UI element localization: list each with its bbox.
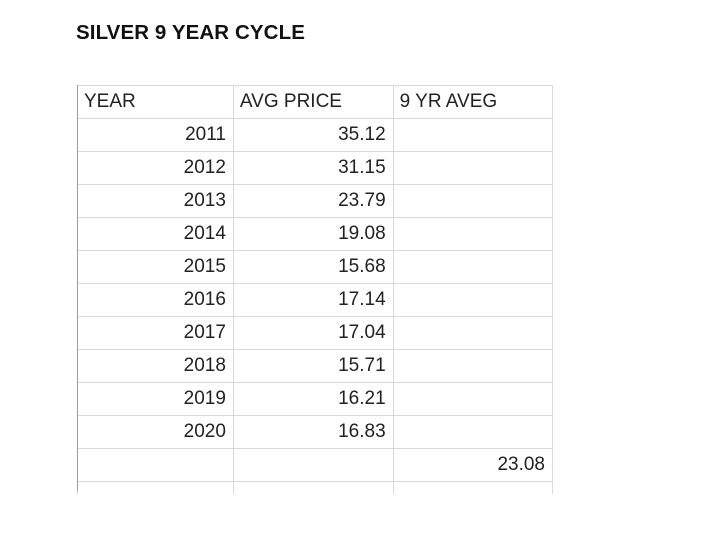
header-avg-price[interactable]: AVG PRICE [232,85,394,119]
header-year[interactable]: YEAR [77,85,234,119]
cell-9yr-avg[interactable] [392,118,554,152]
cell-avg-price[interactable]: 16.83 [232,415,394,449]
table-row: 2019 16.21 [77,382,554,416]
cell-9yr-avg[interactable] [392,151,554,185]
table-row: 2011 35.12 [77,118,554,152]
cell-empty[interactable] [232,481,394,494]
cell-year[interactable]: 2012 [77,151,234,185]
cell-year[interactable]: 2011 [77,118,234,152]
cell-avg-price[interactable]: 17.14 [232,283,394,317]
cell-year[interactable]: 2013 [77,184,234,218]
page-title: SILVER 9 YEAR CYCLE [76,21,305,44]
cell-year[interactable] [77,448,234,482]
spreadsheet-table: YEAR AVG PRICE 9 YR AVEG 2011 35.12 2012… [77,85,554,494]
cell-9yr-avg[interactable] [392,283,554,317]
cell-year[interactable]: 2018 [77,349,234,383]
cell-avg-price[interactable]: 19.08 [232,217,394,251]
cell-empty[interactable] [392,481,554,494]
cell-avg-price[interactable]: 15.68 [232,250,394,284]
cell-avg-price[interactable]: 15.71 [232,349,394,383]
table-row: 2020 16.83 [77,415,554,449]
cell-year[interactable]: 2015 [77,250,234,284]
cell-avg-price[interactable]: 35.12 [232,118,394,152]
cell-year[interactable]: 2020 [77,415,234,449]
table-row: 2017 17.04 [77,316,554,350]
cell-year[interactable]: 2016 [77,283,234,317]
cell-9yr-avg[interactable] [392,316,554,350]
cell-avg-price[interactable] [232,448,394,482]
table-row: 2012 31.15 [77,151,554,185]
data-grid: YEAR AVG PRICE 9 YR AVEG 2011 35.12 2012… [77,85,554,494]
table-row-empty [77,481,554,494]
table-left-border [77,85,78,491]
header-9yr-avg[interactable]: 9 YR AVEG [392,85,554,119]
cell-9yr-avg[interactable] [392,382,554,416]
cell-year[interactable]: 2014 [77,217,234,251]
cell-9yr-avg[interactable] [392,184,554,218]
cell-9yr-avg[interactable] [392,415,554,449]
cell-avg-price[interactable]: 23.79 [232,184,394,218]
table-row: 2016 17.14 [77,283,554,317]
cell-9yr-avg[interactable] [392,349,554,383]
cell-9yr-avg-total[interactable]: 23.08 [392,448,554,482]
cell-year[interactable]: 2017 [77,316,234,350]
cell-year[interactable]: 2019 [77,382,234,416]
cell-empty[interactable] [77,481,234,494]
cell-avg-price[interactable]: 16.21 [232,382,394,416]
table-row: 2013 23.79 [77,184,554,218]
cell-9yr-avg[interactable] [392,217,554,251]
cell-avg-price[interactable]: 17.04 [232,316,394,350]
cell-9yr-avg[interactable] [392,250,554,284]
cell-avg-price[interactable]: 31.15 [232,151,394,185]
table-row: 2014 19.08 [77,217,554,251]
table-row: 23.08 [77,448,554,482]
table-row: 2015 15.68 [77,250,554,284]
header-row: YEAR AVG PRICE 9 YR AVEG [77,85,554,119]
table-row: 2018 15.71 [77,349,554,383]
